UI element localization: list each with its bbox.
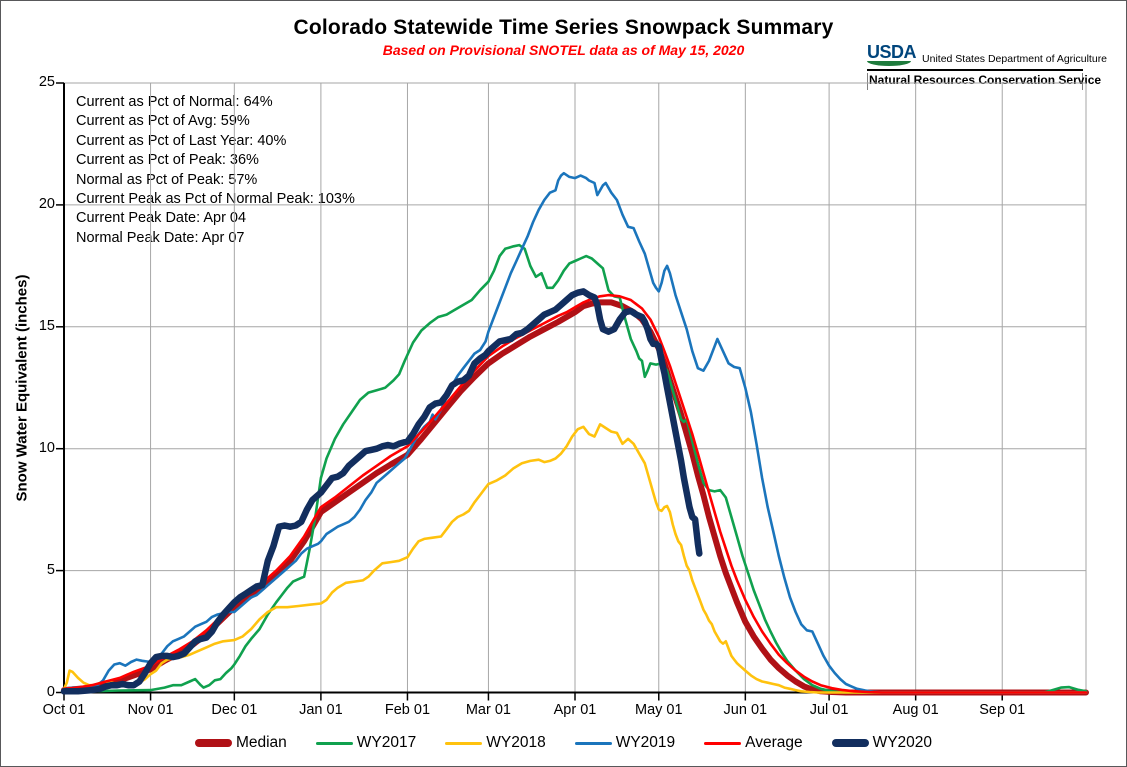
x-tick-label: Mar 01 <box>465 701 511 718</box>
y-tick-label: 5 <box>46 561 55 578</box>
legend-swatch <box>194 739 232 747</box>
legend-swatch <box>831 739 869 747</box>
legend-label: WY2018 <box>486 734 546 751</box>
y-tick-label: 15 <box>38 317 55 334</box>
legend-label: Average <box>745 734 803 751</box>
series-median <box>61 299 1089 696</box>
usda-department-text: United States Department of Agriculture <box>922 53 1108 65</box>
page-title: Colorado Statewide Time Series Snowpack … <box>293 16 834 39</box>
x-tick-label: Jan 01 <box>299 701 343 718</box>
x-tick-label: Dec 01 <box>211 701 258 718</box>
x-tick-label: Oct 01 <box>42 701 86 718</box>
stats-line: Current as Pct of Normal: 64% <box>76 94 273 110</box>
x-tick-label: Jul 01 <box>809 701 849 718</box>
legend-swatch <box>445 741 483 745</box>
chart-subtitle: Based on Provisional SNOTEL data as of M… <box>382 42 745 58</box>
stats-line: Current Peak as Pct of Normal Peak: 103% <box>76 191 355 208</box>
legend-label: WY2020 <box>872 734 933 751</box>
stats-line: Normal Peak Date: Apr 07 <box>76 229 245 246</box>
legend-label: Median <box>235 734 287 751</box>
x-tick-label: Aug 01 <box>892 701 939 718</box>
legend-entry-wy2018: WY2018 <box>445 734 546 752</box>
x-tick-label: Nov 01 <box>127 701 174 718</box>
x-tick-label: Apr 01 <box>553 701 597 718</box>
legend-entry-average: Average <box>704 734 803 752</box>
legend-swatch <box>704 741 742 745</box>
y-tick-label: 25 <box>38 74 55 90</box>
series-wy2018 <box>62 423 1088 694</box>
stats-line: Current Peak Date: Apr 04 <box>76 210 247 227</box>
x-tick-label: Feb 01 <box>384 701 431 718</box>
stats-line: Current as Pct of Avg: 59% <box>76 113 250 130</box>
chart-legend: Median WY2017 WY2018 WY2019 Average WY2020 <box>1 734 1126 752</box>
legend-label: WY2019 <box>615 734 676 751</box>
legend-label: WY2017 <box>356 734 417 751</box>
y-tick-label: 20 <box>38 195 55 212</box>
stats-line: Current as Pct of Last Year: 40% <box>76 132 287 149</box>
legend-entry-wy2017: WY2017 <box>315 734 417 752</box>
legend-entry-wy2020: WY2020 <box>831 734 933 752</box>
stats-line: Current as Pct of Peak: 36% <box>76 152 259 169</box>
series-wy2020 <box>60 288 703 695</box>
usda-swoosh-icon <box>867 61 911 66</box>
legend-swatch <box>315 741 353 745</box>
series-wy2017 <box>62 243 1088 694</box>
legend-entry-wy2019: WY2019 <box>574 734 676 752</box>
usda-logo-row: USDA United States Department of Agricul… <box>867 42 1107 66</box>
x-tick-label: Jun 01 <box>723 701 768 718</box>
usda-logo: USDA <box>867 42 917 66</box>
stats-block: Current as Pct of Normal: 64% Current as … <box>76 93 355 248</box>
x-tick-label: May 01 <box>634 701 683 718</box>
y-tick-label: 0 <box>46 683 55 700</box>
y-tick-label: 10 <box>38 439 55 456</box>
x-tick-label: Sep 01 <box>979 701 1026 718</box>
usda-divider <box>867 69 1083 71</box>
legend-swatch <box>574 741 612 745</box>
usda-logo-text: USDA <box>867 42 917 62</box>
legend-entry-median: Median <box>194 734 287 752</box>
stats-line: Normal as Pct of Peak: 57% <box>76 171 258 188</box>
